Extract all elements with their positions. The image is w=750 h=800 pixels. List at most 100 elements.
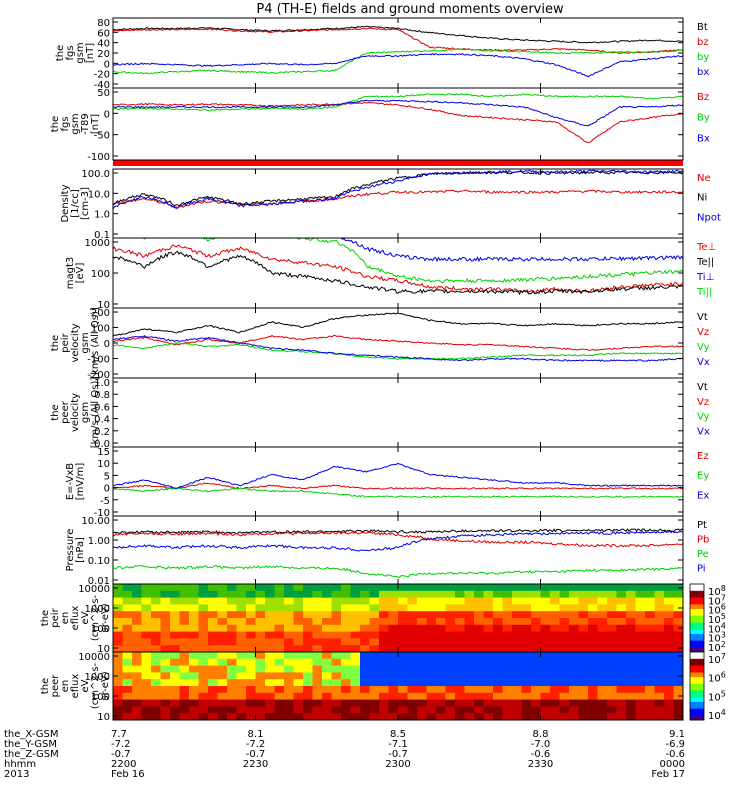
colorbar-step <box>690 588 704 592</box>
heatmap-cell <box>227 686 237 694</box>
colorbar-step <box>690 672 704 676</box>
y-tick-label: -100 <box>87 355 110 366</box>
heatmap-cell <box>512 658 522 667</box>
colorbar-step <box>690 681 704 685</box>
heatmap-cell <box>246 665 256 673</box>
heatmap-cell <box>341 686 351 694</box>
heatmap-cell <box>417 638 427 646</box>
heatmap-cell <box>635 706 646 714</box>
heatmap-cell <box>616 679 627 687</box>
heatmap-cell <box>331 645 342 653</box>
heatmap-cell <box>388 611 399 619</box>
series-line-npot <box>112 169 684 210</box>
heatmap-cell <box>293 692 304 701</box>
heatmap-cell <box>483 699 494 707</box>
heatmap-cell <box>550 604 560 612</box>
heatmap-cell <box>559 597 570 605</box>
heatmap-cell <box>464 584 475 592</box>
series-line-ti <box>113 237 684 284</box>
heatmap-cell <box>189 624 199 633</box>
heatmap-cell <box>189 692 199 701</box>
y-tick-label: 0.2 <box>94 427 110 438</box>
heatmap-cell <box>274 611 285 619</box>
heatmap-cell <box>369 652 380 660</box>
heatmap-cell <box>521 597 532 605</box>
heatmap-cell <box>379 611 389 619</box>
heatmap-cell <box>331 611 342 619</box>
heatmap-cell <box>531 652 541 660</box>
heatmap-cell <box>132 686 142 694</box>
panel-frame <box>112 87 684 161</box>
series-line-pb <box>112 531 684 548</box>
heatmap-cell <box>236 699 247 707</box>
heatmap-cell <box>217 597 228 605</box>
heatmap-cell <box>189 638 199 646</box>
heatmap-cell <box>407 665 418 673</box>
y-tick-label: 100 <box>91 624 110 635</box>
heatmap-cell <box>255 611 266 619</box>
heatmap-cell <box>531 679 541 687</box>
heatmap-cell <box>474 665 484 673</box>
heatmap-cell <box>521 611 532 619</box>
heatmap-cell <box>455 618 465 626</box>
x-annotation-value: -0.6 <box>665 749 685 760</box>
heatmap-cell <box>265 597 275 605</box>
heatmap-cell <box>664 652 674 660</box>
heatmap-cell <box>645 706 655 714</box>
heatmap-cell <box>160 631 171 639</box>
heatmap-cell <box>483 706 494 714</box>
y-tick-label: 1.0 <box>94 378 110 389</box>
heatmap-cell <box>531 658 541 667</box>
heatmap-cell <box>645 679 655 687</box>
heatmap-cell <box>388 665 399 673</box>
heatmap-cell <box>588 652 598 660</box>
heatmap-cell <box>445 713 456 721</box>
heatmap-cell <box>645 604 655 612</box>
heatmap-cell <box>654 597 665 605</box>
heatmap-cell <box>578 584 589 592</box>
heatmap-cell <box>331 584 342 592</box>
x-annotation-value: 2200 <box>111 759 136 770</box>
heatmap-cell <box>170 679 180 687</box>
heatmap-cell <box>521 713 532 721</box>
heatmap-cell <box>540 631 551 639</box>
colorbar-step <box>690 686 704 689</box>
heatmap-cell <box>350 658 361 667</box>
heatmap-cell <box>445 652 456 660</box>
heatmap-cell <box>179 611 190 619</box>
heatmap-cell <box>388 604 399 612</box>
heatmap-cell <box>521 686 532 694</box>
heatmap-cell <box>426 679 437 687</box>
heatmap-cell <box>626 604 636 612</box>
heatmap-cell <box>208 604 218 612</box>
heatmap-cell <box>360 611 370 619</box>
heatmap-cell <box>426 713 437 721</box>
heatmap-cell <box>407 713 418 721</box>
legend-label: Vt <box>697 382 708 393</box>
heatmap-cell <box>550 713 560 721</box>
heatmap-cell <box>569 706 579 714</box>
heatmap-cell <box>521 658 532 667</box>
heatmap-cell <box>607 611 617 619</box>
heatmap-cell <box>616 706 627 714</box>
heatmap-cell <box>293 618 304 626</box>
heatmap-cell <box>151 658 161 667</box>
heatmap-cell <box>645 672 655 680</box>
heatmap-cell <box>284 590 294 599</box>
heatmap-cell <box>322 652 332 660</box>
heatmap-cell <box>597 706 608 714</box>
heatmap-cell <box>274 584 285 592</box>
colorbar-step <box>690 654 704 658</box>
heatmap-cell <box>635 686 646 694</box>
heatmap-cell <box>189 631 199 639</box>
heatmap-cell <box>445 686 456 694</box>
heatmap-cell <box>407 658 418 667</box>
heatmap-cell <box>141 618 152 626</box>
heatmap-cell <box>493 645 503 653</box>
colorbar-step <box>690 710 704 714</box>
heatmap-cell <box>559 679 570 687</box>
heatmap-cell <box>284 618 294 626</box>
y-tick-label: -5 <box>100 496 110 507</box>
heatmap-cell <box>645 665 655 673</box>
heatmap-cell <box>455 652 465 660</box>
